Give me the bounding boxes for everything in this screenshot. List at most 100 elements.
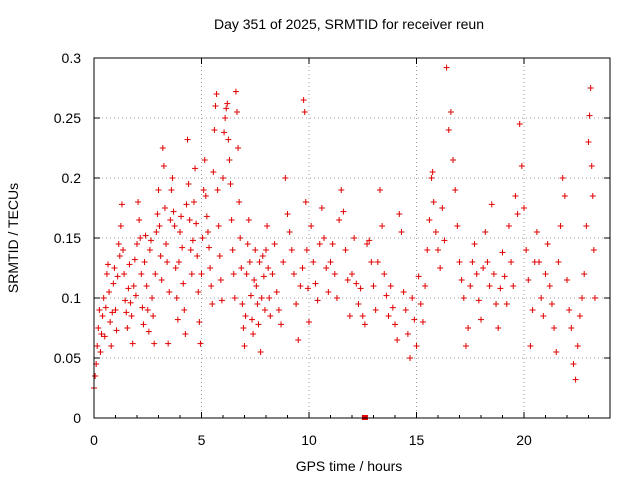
data-point (196, 319, 203, 325)
data-point (555, 259, 562, 265)
data-point (146, 247, 153, 253)
data-point (344, 277, 351, 283)
data-point (566, 307, 573, 313)
data-point (426, 217, 433, 223)
data-point (187, 247, 194, 253)
data-point (333, 295, 340, 301)
data-point (220, 175, 226, 181)
data-point (199, 235, 206, 241)
data-point (321, 235, 328, 241)
data-point (293, 301, 300, 307)
data-point (94, 343, 101, 349)
data-point (456, 259, 463, 265)
data-point (139, 304, 146, 311)
data-point (140, 321, 147, 328)
data-point (282, 175, 289, 181)
data-point (157, 253, 164, 259)
data-point (439, 205, 446, 211)
data-point (137, 235, 144, 241)
data-point (172, 265, 179, 271)
data-point (174, 316, 181, 323)
data-point (269, 271, 276, 277)
data-point (297, 283, 304, 289)
data-point (170, 208, 177, 215)
data-point (428, 175, 435, 181)
data-point (284, 211, 291, 217)
data-point (409, 295, 416, 301)
data-point (188, 271, 195, 277)
data-point (460, 295, 467, 301)
data-point (445, 127, 452, 133)
data-point (144, 307, 151, 313)
data-point (271, 241, 278, 247)
data-point (473, 271, 480, 277)
data-point (251, 277, 258, 283)
data-point (215, 223, 222, 229)
data-point (357, 285, 364, 292)
data-point (96, 307, 103, 313)
data-point (583, 223, 590, 229)
data-point (381, 271, 388, 277)
data-point (411, 316, 418, 323)
data-point (106, 289, 113, 295)
data-point (109, 309, 116, 316)
data-point (351, 235, 358, 241)
data-point (182, 331, 189, 337)
data-point (97, 349, 104, 355)
data-point (290, 271, 297, 277)
data-point (280, 259, 287, 265)
data-point (124, 325, 131, 331)
data-point (407, 355, 414, 361)
data-point (239, 301, 246, 307)
data-point (250, 331, 257, 337)
data-point (576, 313, 583, 319)
data-point (135, 199, 142, 205)
data-point (166, 289, 173, 295)
x-axis-label: GPS time / hours (296, 458, 403, 474)
data-point (379, 223, 386, 229)
data-point (216, 253, 223, 259)
data-point (100, 295, 107, 301)
data-point (452, 187, 459, 193)
data-point (165, 340, 172, 347)
data-point (331, 271, 338, 277)
data-point (482, 229, 489, 235)
data-point (471, 241, 478, 247)
data-point (308, 223, 315, 229)
data-point (184, 136, 191, 143)
data-point (164, 259, 171, 265)
data-point (98, 331, 105, 337)
data-point (194, 253, 201, 259)
data-point (230, 271, 237, 277)
data-point (288, 247, 295, 253)
data-point (267, 313, 274, 319)
data-point (120, 247, 127, 253)
data-point (437, 265, 444, 271)
data-point (178, 213, 185, 220)
data-point (153, 229, 160, 235)
data-point (156, 223, 163, 229)
data-point (376, 187, 383, 193)
data-point (323, 265, 330, 271)
data-point (424, 247, 431, 253)
data-point (246, 259, 253, 265)
data-point (557, 223, 564, 229)
data-point (145, 328, 152, 335)
data-point (175, 259, 182, 265)
data-point (240, 325, 247, 331)
data-point (99, 313, 106, 319)
data-point (396, 211, 403, 217)
data-point (266, 295, 273, 301)
data-point (136, 217, 143, 223)
data-point (591, 295, 598, 301)
data-point (107, 319, 114, 325)
data-point (238, 265, 245, 271)
data-point (299, 265, 306, 271)
data-point (366, 237, 373, 244)
y-tick-label: 0 (73, 410, 81, 426)
data-point (263, 247, 269, 253)
data-point (108, 343, 115, 349)
data-point (241, 343, 248, 349)
data-point (490, 271, 497, 277)
data-point (383, 292, 390, 299)
